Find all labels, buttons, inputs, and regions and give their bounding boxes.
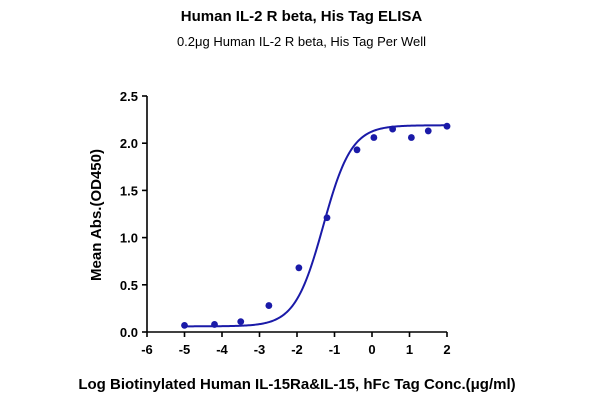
y-axis-title: Mean Abs.(OD450): [88, 149, 105, 281]
data-point: [181, 321, 188, 329]
y-tick-label: 0.0: [120, 325, 138, 340]
y-tick-label: 1.5: [120, 183, 138, 198]
fit-layer: [182, 124, 447, 328]
x-tick-label: -6: [141, 342, 153, 357]
data-point: [265, 302, 273, 309]
x-tick-label: -4: [216, 342, 228, 357]
data-point: [370, 134, 378, 141]
x-tick-label: -1: [329, 342, 341, 357]
x-axis-title: Log Biotinylated Human IL-15Ra&IL-15, hF…: [78, 376, 515, 393]
data-point: [353, 146, 361, 154]
x-tick-label: -3: [254, 342, 266, 357]
x-tick-label: 1: [406, 342, 413, 357]
y-tick-label: 0.5: [120, 278, 138, 293]
x-tick-label: -2: [291, 342, 303, 357]
x-tick-label: 2: [443, 342, 450, 357]
data-point: [323, 214, 331, 222]
data-point: [424, 127, 432, 135]
x-tick-label: -5: [179, 342, 191, 357]
y-tick-label: 2.0: [120, 136, 138, 151]
x-tick-label: 0: [368, 342, 375, 357]
y-tick-label: 2.5: [120, 89, 138, 104]
points-layer: [181, 122, 451, 329]
axes: -6 -5 -4 -3 -2 -1 0 1 2 0.0 0.5 1.0 1.5 2.0 2.5: [120, 89, 451, 357]
data-point: [407, 134, 415, 141]
y-tick-label: 1.0: [120, 231, 138, 246]
chart-subtitle: 0.2μg Human IL-2 R beta, His Tag Per Wel…: [176, 34, 427, 49]
data-point: [295, 264, 303, 272]
data-point: [389, 125, 397, 133]
fit-curve: [182, 124, 447, 328]
data-point: [211, 321, 218, 328]
chart-title: Human IL-2 R beta, His Tag ELISA: [180, 8, 423, 25]
data-point: [237, 318, 245, 326]
data-point: [443, 122, 451, 130]
